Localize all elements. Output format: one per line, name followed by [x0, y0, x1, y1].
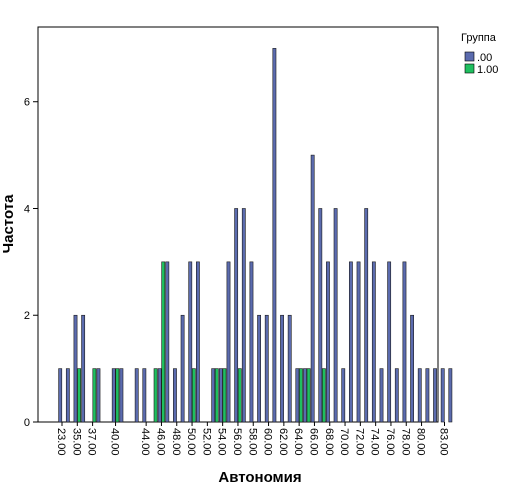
x-tick-label: 58.00 [246, 428, 258, 456]
x-tick-label: 74.00 [369, 428, 381, 456]
bar-series-0 [348, 261, 353, 423]
legend-label-series-0: .00 [477, 52, 492, 64]
bar-series-0 [241, 208, 246, 423]
legend: Группа .00 1.00 [461, 32, 498, 76]
bar-series-0 [440, 368, 445, 423]
x-tick-label: 62.00 [277, 428, 289, 456]
bar-series-0 [218, 368, 223, 423]
bar-series-0 [142, 368, 147, 423]
x-tick-label: 70.00 [338, 428, 350, 456]
bar-series-0 [111, 368, 116, 423]
bar-series-0 [249, 261, 254, 423]
x-tick-label: 56.00 [231, 428, 243, 456]
bar-series-0 [287, 314, 292, 423]
bar-series-0 [188, 261, 193, 423]
x-tick-label: 72.00 [353, 428, 365, 456]
bar-series-0 [303, 368, 307, 423]
bar-series-0 [433, 368, 437, 423]
bar-series-0 [410, 314, 415, 423]
bar-series-0 [96, 368, 101, 423]
bar-series-0 [264, 314, 269, 423]
bar-series-0 [387, 261, 392, 423]
x-tick-label: 66.00 [307, 428, 319, 456]
x-tick-label: 23.00 [55, 428, 67, 456]
x-tick-label: 40.00 [109, 428, 121, 456]
bar-series-0 [226, 261, 231, 423]
bars [58, 48, 453, 423]
x-tick-label: 35.00 [70, 428, 82, 456]
bar-series-1 [306, 368, 311, 423]
bar-series-1 [222, 368, 227, 423]
bar-series-0 [326, 261, 330, 423]
bar-series-1 [214, 368, 219, 423]
x-tick-label: 37.00 [86, 428, 98, 456]
x-tick-label: 48.00 [170, 428, 182, 456]
bar-series-0 [58, 368, 63, 423]
bar-series-0 [295, 368, 300, 423]
bar-series-0 [341, 368, 346, 423]
bar-series-0 [417, 368, 422, 423]
bar-series-0 [196, 261, 200, 423]
x-tick-label: 46.00 [154, 428, 166, 456]
bar-series-0 [280, 314, 284, 423]
y-tick-label: 6 [24, 97, 30, 109]
legend-title: Группа [461, 32, 497, 44]
x-tick-label: 60.00 [262, 428, 274, 456]
x-tick-label: 68.00 [323, 428, 335, 456]
x-tick-label: 78.00 [399, 428, 411, 456]
bar-series-0 [379, 368, 384, 423]
bar-series-0 [257, 314, 262, 423]
x-tick-label: 83.00 [438, 428, 450, 456]
x-tick-label: 44.00 [139, 428, 151, 456]
bar-series-0 [157, 368, 162, 423]
bar-series-0 [180, 314, 185, 423]
x-tick-label: 54.00 [216, 428, 228, 456]
x-tick-label: 52.00 [200, 428, 212, 456]
bar-series-0 [318, 208, 323, 423]
bar-series-1 [321, 368, 326, 423]
bar-series-0 [394, 368, 399, 423]
bar-series-0 [371, 261, 376, 423]
x-tick-label: 80.00 [415, 428, 427, 456]
x-tick-label: 64.00 [292, 428, 304, 456]
bar-series-0 [448, 368, 453, 423]
legend-swatch-series-0 [464, 51, 475, 62]
bar-series-0 [73, 314, 78, 423]
bar-series-0 [165, 261, 170, 423]
bar-series-0 [234, 208, 239, 423]
bar-series-0 [310, 154, 315, 423]
bar-series-1 [299, 368, 303, 423]
bar-series-1 [115, 368, 120, 423]
x-tick-label: 50.00 [185, 428, 197, 456]
bar-series-1 [153, 368, 158, 423]
bar-series-1 [237, 368, 242, 423]
y-tick-label: 4 [24, 203, 30, 215]
bar-series-1 [77, 368, 82, 423]
bar-series-0 [65, 368, 70, 423]
x-axis: 23.00 35.00 37.00 40.00 44.00 46.00 48.00 50.00… [55, 422, 450, 456]
y-axis-title: Частота [0, 194, 17, 254]
x-axis-title: Автономия [218, 469, 301, 486]
bar-series-1 [161, 261, 166, 423]
bar-series-0 [425, 368, 430, 423]
y-tick-label: 2 [24, 310, 30, 322]
bar-series-0 [119, 368, 124, 423]
bar-series-0 [134, 368, 139, 423]
legend-label-series-1: 1.00 [477, 64, 498, 76]
bar-series-1 [92, 368, 97, 423]
bar-series-0 [402, 261, 407, 423]
bar-series-0 [81, 314, 86, 423]
bar-series-0 [173, 368, 177, 423]
bar-series-0 [211, 368, 216, 423]
y-tick-label: 0 [24, 417, 30, 429]
bar-series-0 [272, 48, 277, 423]
bar-series-1 [191, 368, 196, 423]
bar-series-0 [364, 208, 369, 423]
bar-series-0 [356, 261, 361, 423]
y-axis: 0 2 4 6 [24, 97, 38, 429]
bar-series-0 [333, 208, 338, 423]
legend-swatch-series-1 [464, 63, 475, 74]
x-tick-label: 76.00 [384, 428, 396, 456]
